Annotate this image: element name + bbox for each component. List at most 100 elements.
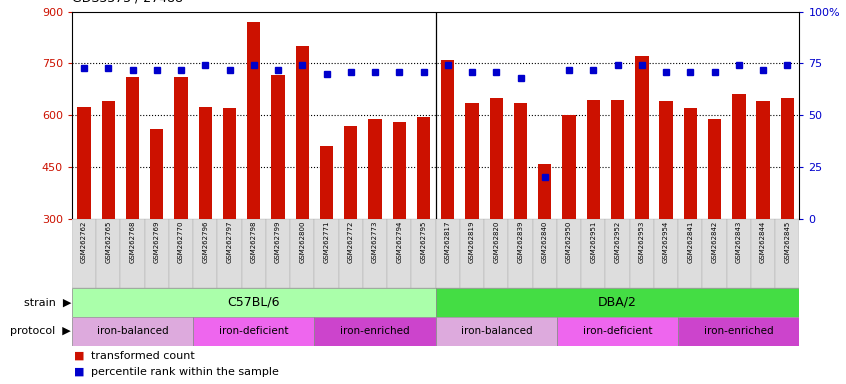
Bar bbox=[557, 317, 678, 346]
Text: protocol  ▶: protocol ▶ bbox=[10, 326, 71, 336]
Bar bbox=[654, 219, 678, 288]
Bar bbox=[484, 219, 508, 288]
Text: GSM262762: GSM262762 bbox=[81, 221, 87, 263]
Bar bbox=[751, 219, 775, 288]
Text: GSM262768: GSM262768 bbox=[129, 221, 135, 263]
Text: GSM262799: GSM262799 bbox=[275, 221, 281, 263]
Text: GSM262797: GSM262797 bbox=[227, 221, 233, 263]
Text: GSM262817: GSM262817 bbox=[445, 221, 451, 263]
Text: DBA/2: DBA/2 bbox=[598, 296, 637, 309]
Text: GSM262819: GSM262819 bbox=[469, 221, 475, 263]
Text: GSM262820: GSM262820 bbox=[493, 221, 499, 263]
Text: iron-deficient: iron-deficient bbox=[583, 326, 652, 336]
Bar bbox=[775, 219, 799, 288]
Text: GSM262765: GSM262765 bbox=[105, 221, 112, 263]
Text: GSM262842: GSM262842 bbox=[711, 221, 717, 263]
Text: GSM262794: GSM262794 bbox=[396, 221, 403, 263]
Bar bbox=[290, 219, 315, 288]
Bar bbox=[266, 219, 290, 288]
Text: iron-balanced: iron-balanced bbox=[460, 326, 532, 336]
Bar bbox=[344, 126, 358, 219]
Bar bbox=[411, 219, 436, 288]
Text: GSM262951: GSM262951 bbox=[591, 221, 596, 263]
Text: GSM262843: GSM262843 bbox=[736, 221, 742, 263]
Bar bbox=[436, 288, 799, 317]
Text: percentile rank within the sample: percentile rank within the sample bbox=[91, 366, 278, 377]
Text: GSM262841: GSM262841 bbox=[687, 221, 694, 263]
Text: GSM262769: GSM262769 bbox=[154, 221, 160, 263]
Bar bbox=[441, 60, 454, 219]
Bar bbox=[659, 101, 673, 219]
Bar bbox=[557, 219, 581, 288]
Bar bbox=[217, 219, 242, 288]
Text: GSM262771: GSM262771 bbox=[323, 221, 330, 263]
Bar bbox=[363, 219, 387, 288]
Bar bbox=[150, 129, 163, 219]
Bar bbox=[732, 94, 745, 219]
Bar bbox=[702, 219, 727, 288]
Text: GSM262950: GSM262950 bbox=[566, 221, 572, 263]
Bar bbox=[96, 219, 120, 288]
Bar bbox=[338, 219, 363, 288]
Bar bbox=[77, 107, 91, 219]
Text: iron-balanced: iron-balanced bbox=[96, 326, 168, 336]
Bar bbox=[393, 122, 406, 219]
Bar bbox=[387, 219, 411, 288]
Text: C57BL/6: C57BL/6 bbox=[228, 296, 280, 309]
Text: iron-enriched: iron-enriched bbox=[704, 326, 773, 336]
Text: GSM262773: GSM262773 bbox=[372, 221, 378, 263]
Text: GSM262840: GSM262840 bbox=[541, 221, 548, 263]
Bar bbox=[120, 219, 145, 288]
Bar bbox=[684, 108, 697, 219]
Bar bbox=[756, 101, 770, 219]
Bar bbox=[72, 288, 436, 317]
Bar bbox=[708, 119, 722, 219]
Bar bbox=[436, 219, 460, 288]
Bar bbox=[72, 317, 193, 346]
Text: GSM262798: GSM262798 bbox=[250, 221, 257, 263]
Bar bbox=[533, 219, 557, 288]
Bar bbox=[315, 219, 338, 288]
Bar bbox=[436, 317, 557, 346]
Bar bbox=[169, 219, 193, 288]
Bar bbox=[222, 108, 236, 219]
Text: ■: ■ bbox=[74, 366, 84, 377]
Bar bbox=[102, 101, 115, 219]
Bar bbox=[368, 119, 382, 219]
Text: GSM262770: GSM262770 bbox=[178, 221, 184, 263]
Bar bbox=[145, 219, 169, 288]
Bar bbox=[272, 76, 285, 219]
Bar bbox=[247, 22, 261, 219]
Bar bbox=[242, 219, 266, 288]
Text: ■: ■ bbox=[74, 351, 84, 361]
Bar bbox=[315, 317, 436, 346]
Bar bbox=[508, 219, 533, 288]
Text: GSM262953: GSM262953 bbox=[639, 221, 645, 263]
Bar bbox=[460, 219, 484, 288]
Bar bbox=[295, 46, 309, 219]
Bar bbox=[606, 219, 629, 288]
Text: strain  ▶: strain ▶ bbox=[24, 297, 71, 308]
Bar bbox=[727, 219, 751, 288]
Text: GSM262796: GSM262796 bbox=[202, 221, 208, 263]
Bar bbox=[465, 103, 479, 219]
Bar bbox=[678, 219, 702, 288]
Bar bbox=[193, 219, 217, 288]
Text: GSM262795: GSM262795 bbox=[420, 221, 426, 263]
Bar bbox=[174, 77, 188, 219]
Text: GSM262844: GSM262844 bbox=[760, 221, 766, 263]
Text: GSM262954: GSM262954 bbox=[663, 221, 669, 263]
Bar bbox=[581, 219, 606, 288]
Bar bbox=[538, 164, 552, 219]
Bar bbox=[781, 98, 794, 219]
Text: GSM262800: GSM262800 bbox=[299, 221, 305, 263]
Bar bbox=[490, 98, 503, 219]
Bar bbox=[199, 107, 212, 219]
Bar bbox=[678, 317, 799, 346]
Bar bbox=[514, 103, 527, 219]
Text: GDS3373 / 27488: GDS3373 / 27488 bbox=[72, 0, 183, 5]
Text: iron-enriched: iron-enriched bbox=[340, 326, 409, 336]
Text: GSM262952: GSM262952 bbox=[614, 221, 621, 263]
Bar bbox=[320, 146, 333, 219]
Bar bbox=[629, 219, 654, 288]
